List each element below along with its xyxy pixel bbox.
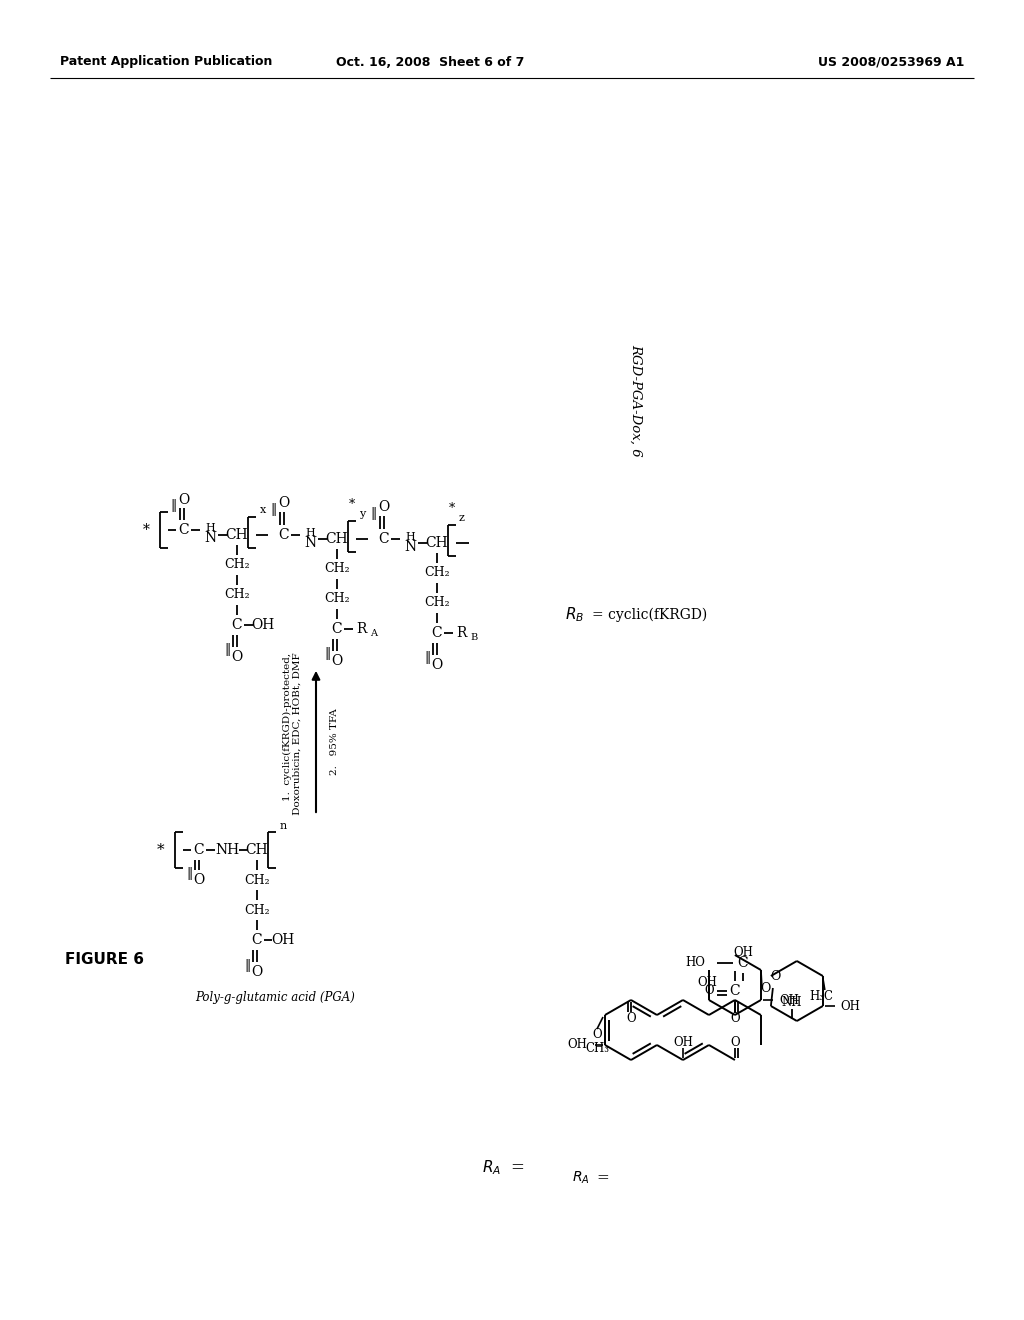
Text: OH: OH bbox=[779, 994, 799, 1006]
Text: N: N bbox=[204, 531, 216, 545]
Text: CH₂: CH₂ bbox=[424, 566, 450, 579]
Text: ‖: ‖ bbox=[271, 503, 278, 516]
Text: O: O bbox=[332, 653, 343, 668]
Text: US 2008/0253969 A1: US 2008/0253969 A1 bbox=[817, 55, 964, 69]
Text: O: O bbox=[178, 492, 189, 507]
Text: CH₂: CH₂ bbox=[244, 903, 269, 916]
Text: =: = bbox=[510, 1159, 524, 1176]
Text: C: C bbox=[178, 523, 189, 537]
Text: OH: OH bbox=[251, 618, 274, 632]
Text: *: * bbox=[158, 843, 165, 857]
Text: Poly-g-glutamic acid (PGA): Poly-g-glutamic acid (PGA) bbox=[195, 991, 355, 1005]
Text: CH₂: CH₂ bbox=[224, 558, 250, 572]
Text: HO: HO bbox=[685, 957, 705, 969]
Text: OH: OH bbox=[567, 1039, 587, 1052]
Text: Oct. 16, 2008  Sheet 6 of 7: Oct. 16, 2008 Sheet 6 of 7 bbox=[336, 55, 524, 69]
Text: = cyclic(fKRGD): = cyclic(fKRGD) bbox=[592, 607, 708, 622]
Text: FIGURE 6: FIGURE 6 bbox=[65, 953, 144, 968]
Text: CH: CH bbox=[326, 532, 348, 546]
Text: *: * bbox=[349, 499, 355, 511]
Text: H: H bbox=[205, 523, 215, 533]
Text: O: O bbox=[431, 657, 442, 672]
Text: N: N bbox=[304, 536, 316, 550]
Text: CH: CH bbox=[225, 528, 248, 543]
Text: OH: OH bbox=[733, 946, 753, 960]
Text: C: C bbox=[231, 618, 243, 632]
Text: $R_{A}$: $R_{A}$ bbox=[482, 1159, 501, 1177]
Text: CH₂: CH₂ bbox=[325, 562, 350, 576]
Text: CH₂: CH₂ bbox=[325, 593, 350, 606]
Text: x: x bbox=[260, 506, 266, 515]
Text: OH: OH bbox=[271, 933, 295, 946]
Text: Patent Application Publication: Patent Application Publication bbox=[60, 55, 272, 69]
Text: CH: CH bbox=[246, 843, 268, 857]
Text: A: A bbox=[370, 630, 377, 639]
Text: ‖: ‖ bbox=[244, 960, 250, 973]
Text: R: R bbox=[456, 626, 466, 640]
Text: z: z bbox=[459, 513, 465, 523]
Text: O: O bbox=[705, 985, 714, 998]
Text: *: * bbox=[142, 523, 150, 537]
Text: H₃C: H₃C bbox=[809, 990, 833, 1002]
Text: ‖: ‖ bbox=[424, 652, 430, 664]
Text: ‖: ‖ bbox=[171, 499, 177, 512]
Text: O: O bbox=[730, 1035, 739, 1048]
Text: O: O bbox=[730, 1011, 739, 1024]
Text: 2.   95% TFA: 2. 95% TFA bbox=[330, 709, 339, 775]
Text: ‖: ‖ bbox=[186, 867, 193, 880]
Text: C: C bbox=[332, 622, 342, 636]
Text: C: C bbox=[737, 956, 749, 970]
Text: OH: OH bbox=[841, 999, 861, 1012]
Text: O: O bbox=[194, 873, 205, 887]
Text: CH₃: CH₃ bbox=[585, 1041, 609, 1055]
Text: N: N bbox=[403, 540, 416, 554]
Text: O: O bbox=[251, 965, 262, 979]
Text: OH: OH bbox=[673, 1035, 693, 1048]
Text: O: O bbox=[771, 969, 781, 982]
Text: C: C bbox=[279, 528, 290, 543]
Text: C: C bbox=[432, 626, 442, 640]
Text: ‖: ‖ bbox=[324, 648, 330, 660]
Text: n: n bbox=[280, 821, 287, 832]
Text: *: * bbox=[449, 503, 455, 516]
Text: R: R bbox=[355, 622, 367, 636]
Text: $R_{B}$: $R_{B}$ bbox=[565, 606, 585, 624]
Text: H: H bbox=[305, 528, 314, 539]
Text: O: O bbox=[761, 982, 771, 994]
Text: =: = bbox=[596, 1171, 608, 1185]
Text: NH: NH bbox=[215, 843, 239, 857]
Text: CH: CH bbox=[426, 536, 449, 550]
Text: O: O bbox=[626, 1011, 636, 1024]
Text: H: H bbox=[406, 532, 415, 543]
Text: C: C bbox=[379, 532, 389, 546]
Text: O: O bbox=[592, 1028, 602, 1041]
Text: CH₂: CH₂ bbox=[424, 597, 450, 610]
Text: O: O bbox=[379, 500, 389, 513]
Text: RGD-PGA-Dox, 6: RGD-PGA-Dox, 6 bbox=[630, 343, 642, 457]
Text: C: C bbox=[729, 983, 740, 998]
Text: CH₂: CH₂ bbox=[224, 589, 250, 602]
Text: B: B bbox=[470, 634, 477, 643]
Text: 1.  cyclic(fKRGD)-protected,
     Doxorubicin, EDC, HOBt, DMF: 1. cyclic(fKRGD)-protected, Doxorubicin,… bbox=[283, 652, 302, 832]
Text: ‖: ‖ bbox=[371, 507, 377, 520]
Text: NH: NH bbox=[781, 997, 802, 1010]
Text: OH: OH bbox=[697, 975, 717, 989]
Text: ‖: ‖ bbox=[224, 644, 230, 656]
Text: O: O bbox=[279, 496, 290, 510]
Text: $R_{A}$: $R_{A}$ bbox=[572, 1170, 590, 1187]
Text: CH₂: CH₂ bbox=[244, 874, 269, 887]
Text: y: y bbox=[359, 510, 366, 519]
Text: O: O bbox=[231, 649, 243, 664]
Text: C: C bbox=[194, 843, 205, 857]
Text: C: C bbox=[252, 933, 262, 946]
